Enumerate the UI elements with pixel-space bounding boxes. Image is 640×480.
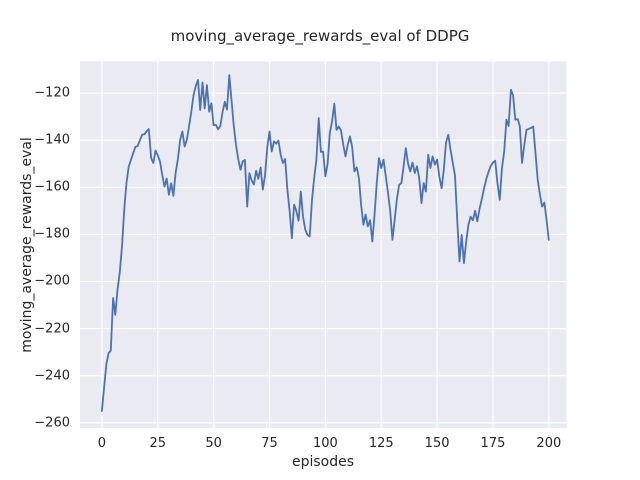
x-tick-label: 75 — [261, 436, 278, 451]
x-tick-label: 150 — [424, 436, 450, 451]
chart-title: moving_average_rewards_eval of DDPG — [170, 27, 470, 45]
y-tick-label: −200 — [34, 273, 70, 289]
x-axis-label: episodes — [291, 454, 355, 470]
y-tick-label: −220 — [34, 321, 70, 337]
x-tick-label: 25 — [149, 436, 167, 451]
x-tick-label: 200 — [536, 436, 562, 451]
y-tick-label: −120 — [34, 85, 70, 101]
y-tick-label: −160 — [34, 179, 70, 195]
x-tick-label: 175 — [480, 436, 506, 451]
x-tick-label: 50 — [205, 436, 222, 451]
y-tick-label: −140 — [34, 132, 70, 148]
x-tick-label: 125 — [368, 436, 394, 451]
x-tick-label: 0 — [97, 436, 107, 451]
axes-background — [80, 61, 567, 428]
x-tick-label: 100 — [312, 436, 338, 451]
y-tick-label: −260 — [34, 415, 70, 431]
y-tick-label: −240 — [34, 368, 70, 384]
reward-line-series — [101, 74, 550, 412]
y-tick-label: −180 — [34, 226, 70, 242]
